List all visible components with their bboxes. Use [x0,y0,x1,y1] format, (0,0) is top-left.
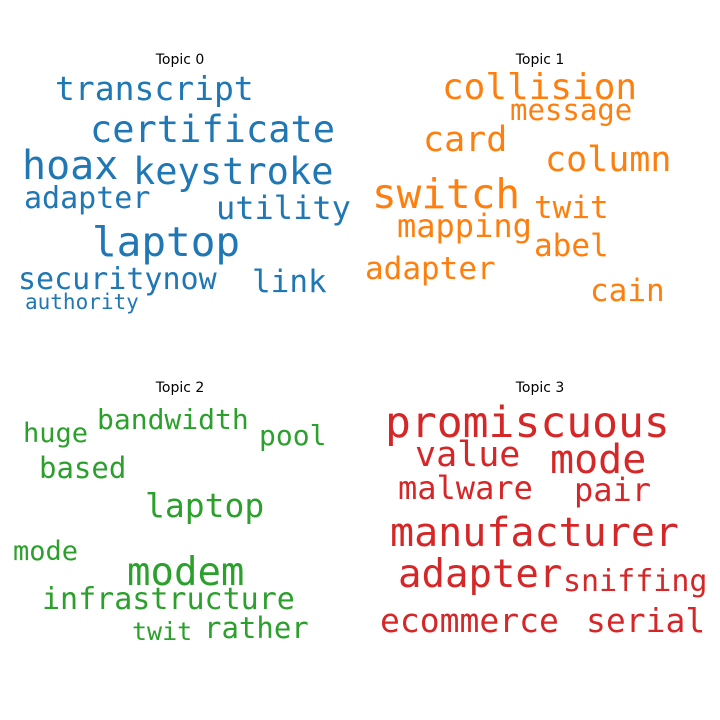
word: mode [13,536,79,567]
word: adapter [24,181,151,216]
word: manufacturer [390,510,679,556]
word: value [415,435,521,475]
topic-2-panel: Topic 2 bandwidth huge pool based laptop… [0,360,360,720]
word: utility [216,189,351,227]
topic-0-panel: Topic 0 transcript certificate hoax keys… [0,0,360,360]
word: abel [534,228,609,264]
word: collision [442,67,638,108]
topic-1-panel: Topic 1 collision message card column sw… [360,0,720,360]
word: laptop [145,486,265,525]
word: keystroke [133,150,334,193]
word: malware [398,469,533,507]
word: bandwidth [97,403,249,436]
word: twit [132,617,193,646]
topic-title: Topic 0 [155,52,205,68]
word: cain [590,273,665,309]
topic-title: Topic 2 [155,380,205,396]
word: card [423,120,508,160]
word: modem [127,550,245,595]
word: based [39,451,127,485]
topic-title: Topic 3 [515,380,565,396]
word: hoax [22,143,119,189]
word: message [510,93,633,127]
word: rather [204,611,309,645]
word: infrastructure [42,582,295,617]
word: certificate [90,108,336,151]
word: authority [25,290,139,314]
topic-3-panel: Topic 3 promiscuous value mode malware p… [360,360,720,720]
word: laptop [92,218,241,266]
word: transcript [55,69,254,108]
word: pair [574,471,652,509]
word: mapping [397,207,532,245]
word: sniffing [563,564,708,599]
word: promiscuous [385,398,670,448]
word: pool [259,419,327,452]
topic-title: Topic 1 [515,52,565,68]
word: mode [550,437,647,483]
word: adapter [398,552,563,597]
word: securitynow [18,262,217,297]
word: link [252,264,327,300]
word: serial [586,601,706,640]
word: column [545,140,672,180]
word: adapter [365,251,496,287]
word: twit [534,190,609,226]
word: switch [372,170,521,218]
word: ecommerce [380,601,559,640]
word: huge [23,418,89,449]
